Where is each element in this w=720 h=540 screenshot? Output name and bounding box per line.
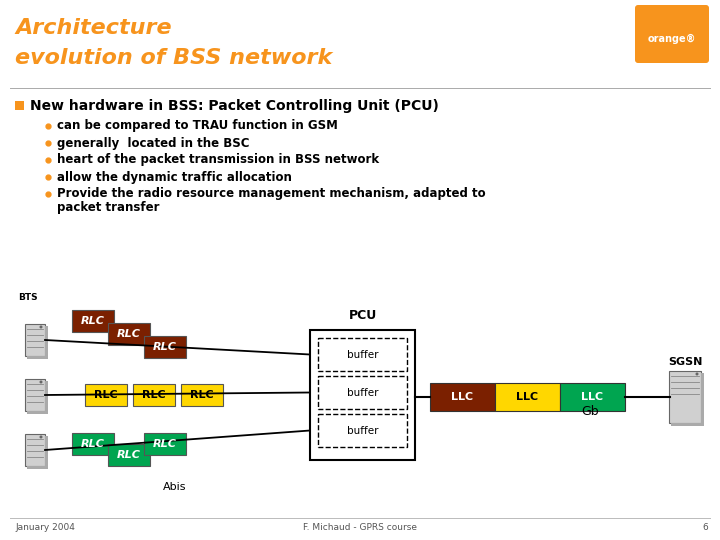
Bar xyxy=(72,310,114,332)
Bar xyxy=(671,423,704,426)
Bar xyxy=(25,434,45,466)
Bar xyxy=(701,373,704,425)
Text: RLC: RLC xyxy=(153,439,177,449)
Circle shape xyxy=(40,381,42,383)
Text: buffer: buffer xyxy=(347,388,378,397)
Text: can be compared to TRAU function in GSM: can be compared to TRAU function in GSM xyxy=(57,119,338,132)
Bar xyxy=(45,381,48,413)
Text: LLC: LLC xyxy=(582,392,603,402)
Bar xyxy=(144,433,186,455)
Bar xyxy=(495,383,560,411)
Text: generally  located in the BSC: generally located in the BSC xyxy=(57,137,250,150)
Bar xyxy=(25,324,45,356)
Bar xyxy=(144,336,186,358)
Bar xyxy=(318,338,407,371)
Text: LLC: LLC xyxy=(451,392,474,402)
Text: RLC: RLC xyxy=(81,439,105,449)
Bar xyxy=(310,330,415,460)
Text: allow the dynamic traffic allocation: allow the dynamic traffic allocation xyxy=(57,171,292,184)
Text: Provide the radio resource management mechanism, adapted to: Provide the radio resource management me… xyxy=(57,187,485,200)
Text: heart of the packet transmission in BSS network: heart of the packet transmission in BSS … xyxy=(57,153,379,166)
Text: SGSN: SGSN xyxy=(668,357,702,367)
Text: buffer: buffer xyxy=(347,349,378,360)
FancyBboxPatch shape xyxy=(635,5,709,63)
Text: buffer: buffer xyxy=(347,426,378,435)
Bar xyxy=(181,384,223,406)
Bar xyxy=(27,411,48,414)
Text: packet transfer: packet transfer xyxy=(57,201,160,214)
Circle shape xyxy=(696,373,698,375)
Bar xyxy=(15,101,24,110)
Text: Abis: Abis xyxy=(163,482,186,492)
Bar xyxy=(27,466,48,469)
Text: January 2004: January 2004 xyxy=(15,523,75,532)
Text: RLC: RLC xyxy=(117,329,141,339)
Bar xyxy=(430,383,495,411)
Text: RLC: RLC xyxy=(117,450,141,460)
Circle shape xyxy=(40,326,42,328)
Text: Gb: Gb xyxy=(581,405,599,418)
Bar xyxy=(45,326,48,358)
Bar xyxy=(318,414,407,447)
Text: RLC: RLC xyxy=(94,390,118,400)
Text: RLC: RLC xyxy=(190,390,214,400)
Bar xyxy=(25,379,45,411)
Text: BTS: BTS xyxy=(18,293,37,301)
Bar xyxy=(560,383,625,411)
Text: New hardware in BSS: Packet Controlling Unit (PCU): New hardware in BSS: Packet Controlling … xyxy=(30,99,439,113)
Text: evolution of BSS network: evolution of BSS network xyxy=(15,48,332,68)
Text: Architecture: Architecture xyxy=(15,18,171,38)
Bar xyxy=(318,376,407,409)
Text: 6: 6 xyxy=(702,523,708,532)
Text: F. Michaud - GPRS course: F. Michaud - GPRS course xyxy=(303,523,417,532)
Bar xyxy=(85,384,127,406)
Text: orange®: orange® xyxy=(648,34,696,44)
Text: PCU: PCU xyxy=(348,309,377,322)
Text: LLC: LLC xyxy=(516,392,539,402)
Text: RLC: RLC xyxy=(81,316,105,326)
Bar xyxy=(72,433,114,455)
Text: RLC: RLC xyxy=(142,390,166,400)
Bar xyxy=(27,356,48,359)
Circle shape xyxy=(40,435,42,438)
Bar xyxy=(108,323,150,345)
Bar xyxy=(133,384,175,406)
Bar xyxy=(669,371,701,423)
Text: RLC: RLC xyxy=(153,342,177,352)
Bar xyxy=(45,436,48,468)
Bar xyxy=(108,444,150,466)
